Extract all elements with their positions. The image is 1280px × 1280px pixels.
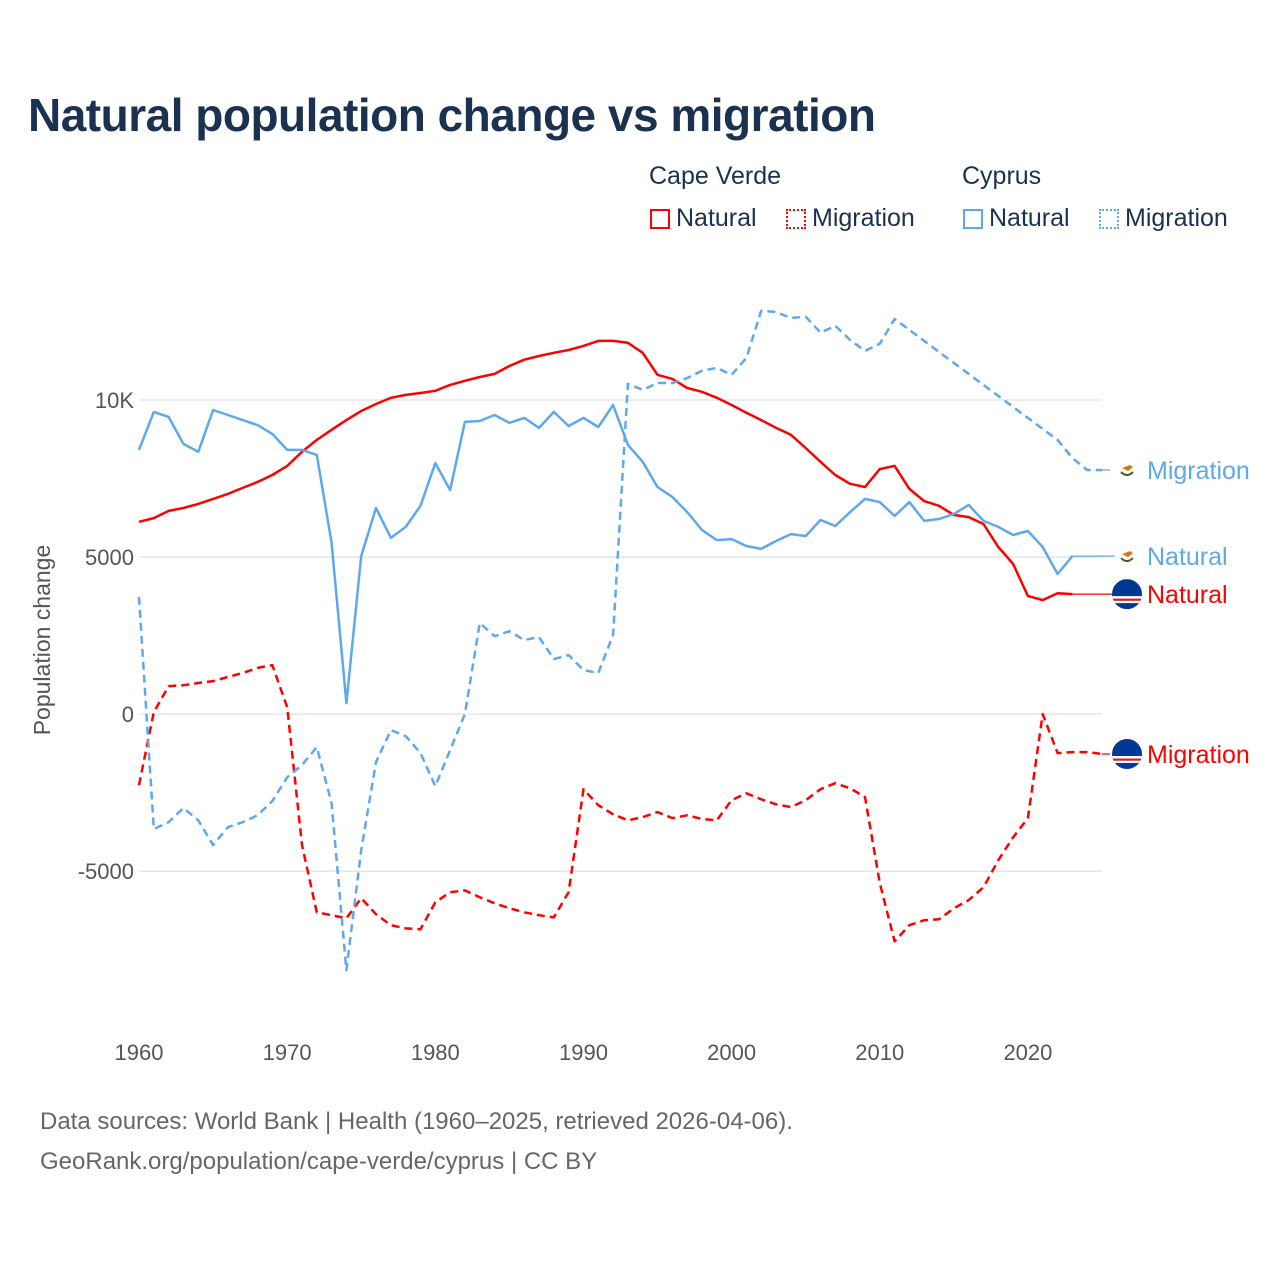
solid-swatch-icon bbox=[963, 208, 983, 229]
series-end-label: Migration bbox=[1147, 457, 1250, 485]
flag-blue bbox=[1112, 579, 1142, 610]
dotted-swatch-icon bbox=[1099, 208, 1119, 229]
x-tick-label: 1990 bbox=[559, 1040, 608, 1065]
flag-island bbox=[1122, 551, 1133, 558]
legend-group-cape-verde: Cape Verde bbox=[649, 162, 782, 190]
flag-island bbox=[1122, 465, 1133, 472]
footer-sources: Data sources: World Bank | Health (1960–… bbox=[40, 1108, 793, 1135]
legend-item-cyprus-natural[interactable]: Natural bbox=[963, 204, 1070, 233]
y-tick-label: -5000 bbox=[78, 859, 134, 884]
legend-label: Natural bbox=[989, 204, 1070, 232]
cape-verde-flag-icon bbox=[1112, 579, 1142, 610]
flag-blue bbox=[1112, 739, 1142, 770]
series-line-cape-verde-migration bbox=[137, 663, 1103, 943]
legend-item-cape-verde-natural[interactable]: Natural bbox=[650, 204, 757, 233]
x-tick-label: 2000 bbox=[707, 1040, 756, 1065]
y-tick-label: 5000 bbox=[85, 545, 134, 570]
flag-red-stripe bbox=[1112, 598, 1142, 601]
y-tick-label: 0 bbox=[122, 702, 134, 727]
legend-item-cyprus-migration[interactable]: Migration bbox=[1099, 204, 1228, 233]
x-tick-label: 2020 bbox=[1003, 1040, 1052, 1065]
legend-label: Migration bbox=[812, 204, 915, 232]
flag-branches bbox=[1120, 557, 1134, 563]
y-axis-label: Population change bbox=[29, 545, 55, 736]
flag-body bbox=[1112, 579, 1142, 610]
solid-swatch-icon bbox=[650, 208, 670, 229]
legend-label: Migration bbox=[1125, 204, 1228, 232]
x-tick-label: 1970 bbox=[263, 1040, 312, 1065]
flag-red-stripe bbox=[1112, 758, 1142, 761]
cyprus-flag-icon bbox=[1115, 458, 1139, 483]
legend-label: Natural bbox=[676, 204, 757, 232]
cape-verde-flag-icon bbox=[1112, 739, 1142, 770]
dotted-swatch-icon bbox=[786, 208, 806, 229]
footer-link[interactable]: GeoRank.org/population/cape-verde/cyprus… bbox=[40, 1148, 598, 1175]
legend-item-cape-verde-migration[interactable]: Migration bbox=[786, 204, 915, 233]
series-end-label: Migration bbox=[1147, 741, 1250, 769]
flag-branches bbox=[1120, 471, 1134, 477]
legend-group-cyprus: Cyprus bbox=[962, 162, 1042, 190]
series-end-label: Natural bbox=[1147, 543, 1228, 571]
series-line-cape-verde-natural bbox=[138, 339, 1073, 602]
chart-title: Natural population change vs migration bbox=[28, 89, 876, 141]
cyprus-flag-icon bbox=[1115, 544, 1139, 569]
series-end-label: Natural bbox=[1147, 581, 1228, 609]
y-tick-label: 10K bbox=[95, 388, 134, 413]
series-line-cyprus-natural bbox=[137, 403, 1074, 705]
flag-body bbox=[1112, 739, 1142, 770]
x-tick-label: 1960 bbox=[115, 1040, 164, 1065]
x-tick-label: 1980 bbox=[411, 1040, 460, 1065]
x-tick-label: 2010 bbox=[855, 1040, 904, 1065]
